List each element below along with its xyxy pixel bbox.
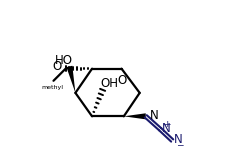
Text: N: N <box>162 122 170 135</box>
Text: N: N <box>174 133 183 146</box>
Text: O: O <box>53 60 62 73</box>
Text: O: O <box>117 73 126 87</box>
Text: methyl: methyl <box>41 85 63 90</box>
Text: OH: OH <box>100 77 118 90</box>
Text: HO: HO <box>55 54 73 67</box>
Text: +: + <box>163 120 171 129</box>
Text: N: N <box>150 109 158 122</box>
Polygon shape <box>124 113 146 119</box>
Polygon shape <box>66 66 75 93</box>
Text: −: − <box>176 140 183 149</box>
